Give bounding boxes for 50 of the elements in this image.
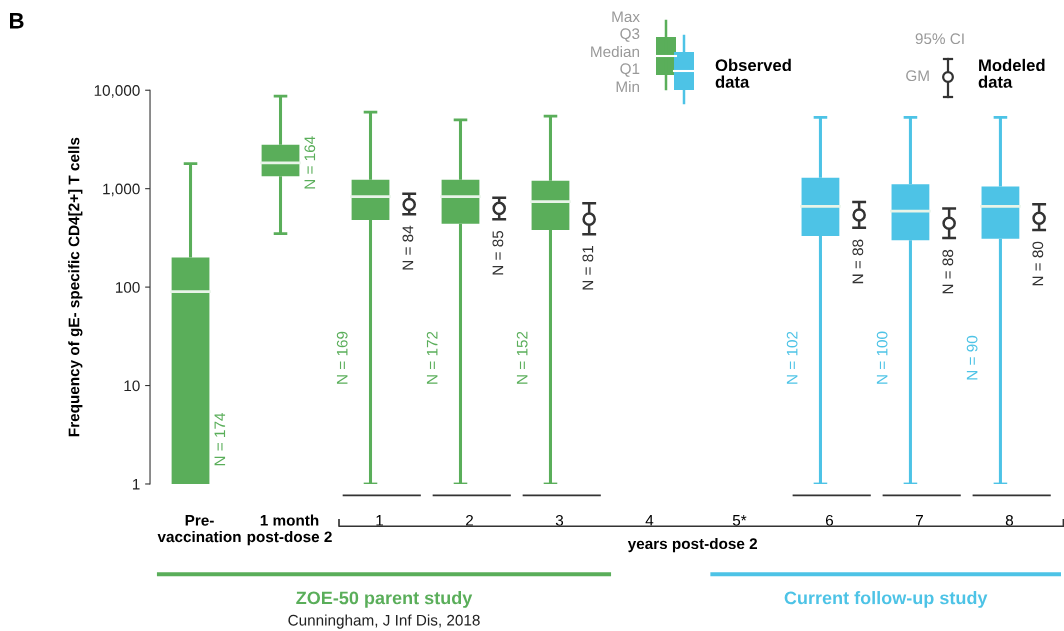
annotation: N = 172 <box>426 331 438 384</box>
x-tick-label: 5* <box>732 515 747 526</box>
annotation: N = 164 <box>304 136 316 189</box>
x-tick-label: 4 <box>645 515 654 526</box>
text: Max <box>612 11 640 23</box>
point <box>492 201 506 216</box>
y-axis-title: Frequency of gE- specific CD4[2+] T cells <box>68 137 83 437</box>
text: Cunningham, J Inf Dis, 2018 <box>288 614 480 629</box>
x-tick-label: 1 month post-dose 2 <box>247 514 332 546</box>
annotation: Min <box>616 80 640 92</box>
point <box>402 197 416 212</box>
x-tick-label: 6 <box>825 514 834 526</box>
annotation: N = 81 <box>582 246 594 290</box>
annotation: N = 174 <box>214 413 226 466</box>
text: GM <box>906 70 929 82</box>
annotation: N = 152 <box>516 331 528 384</box>
text: B <box>10 13 24 29</box>
x-tick-label: 1 <box>376 515 383 526</box>
legend-label: Observed data <box>715 58 791 88</box>
y-tick-label: 10,000 <box>94 85 140 98</box>
y-tick-label: 1,000 <box>103 183 140 197</box>
x-tick-label: 7 <box>915 515 923 526</box>
x-axis-title: years post-dose 2 <box>627 537 758 553</box>
text: ZOE-50 parent study <box>296 591 473 608</box>
annotation: N = 84 <box>402 225 414 270</box>
x-tick-label: 3 <box>555 514 564 526</box>
x-tick-label: Pre- vaccination <box>157 515 241 543</box>
y-tick-label: 10 <box>124 380 140 392</box>
text: Q1 <box>620 63 640 77</box>
legend-label: Modeled data <box>978 58 1045 88</box>
annotation: N = 169 <box>336 331 348 384</box>
y-tick-label: 100 <box>115 281 140 293</box>
point <box>942 216 956 231</box>
text: Median <box>591 45 640 58</box>
point <box>582 212 596 226</box>
annotation: N = 102 <box>786 331 798 384</box>
y-tick-label: 1 <box>132 479 140 490</box>
annotation: N = 88 <box>852 239 864 284</box>
point <box>852 208 866 222</box>
text: Current follow-up study <box>784 591 988 608</box>
text: Q3 <box>620 28 640 42</box>
x-tick-label: 8 <box>1005 514 1014 526</box>
annotation: N = 80 <box>1032 241 1044 286</box>
annotation: N = 100 <box>876 331 888 384</box>
annotation: N = 88 <box>942 249 954 294</box>
annotation: N = 90 <box>966 335 978 380</box>
text: 95% CI <box>915 33 964 45</box>
point <box>1032 211 1046 226</box>
annotation: N = 85 <box>492 230 504 275</box>
x-tick-label: 2 <box>466 514 473 526</box>
